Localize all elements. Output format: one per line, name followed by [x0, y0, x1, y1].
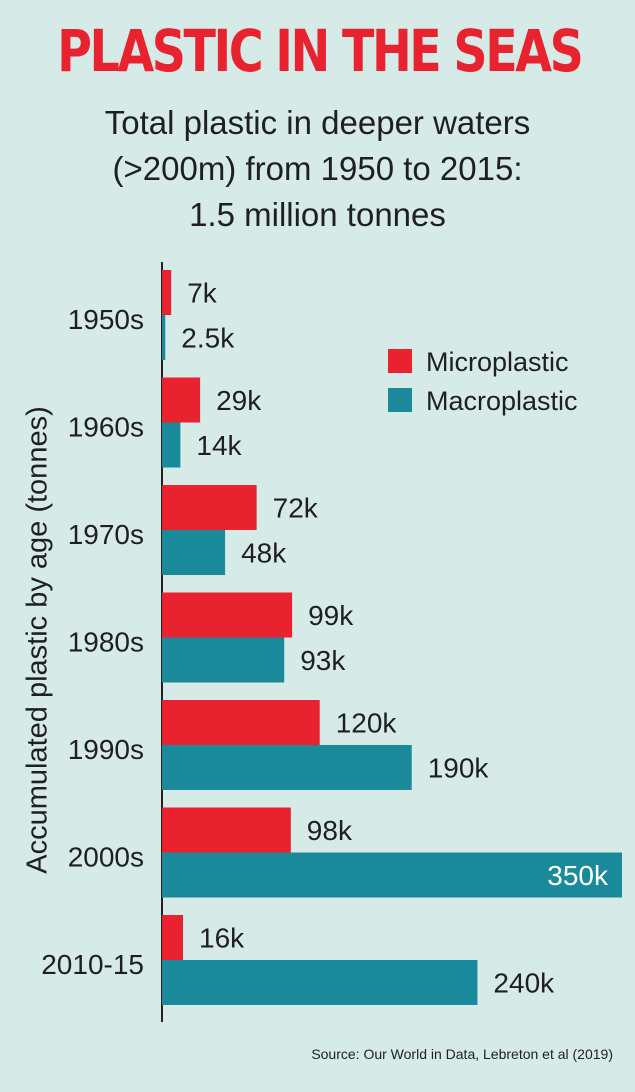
- category-label: 1990s: [68, 734, 144, 765]
- macroplastic-bar: [162, 637, 285, 683]
- category-label: 1980s: [68, 627, 144, 658]
- data-label: 72k: [273, 493, 319, 524]
- macroplastic-bar: [162, 960, 478, 1005]
- data-label: 120k: [336, 708, 398, 739]
- data-label: 14k: [196, 430, 242, 461]
- microplastic-bar: [162, 377, 201, 423]
- macroplastic-bar: [162, 852, 622, 898]
- macroplastic-bar: [162, 315, 166, 360]
- data-label: 29k: [216, 385, 262, 416]
- microplastic-bar: [162, 270, 172, 315]
- microplastic-bar: [162, 485, 257, 530]
- category-label: 1950s: [68, 304, 144, 335]
- data-label: 93k: [300, 645, 346, 676]
- microplastic-bar: [162, 915, 184, 960]
- legend-label: Macroplastic: [426, 386, 578, 416]
- data-label: 7k: [187, 278, 218, 309]
- microplastic-bar: [162, 592, 293, 638]
- data-label: 48k: [241, 538, 287, 569]
- data-label: 350k: [547, 860, 609, 891]
- chart-subtitle: Total plastic in deeper waters (>200m) f…: [0, 100, 635, 238]
- category-label: 1960s: [68, 412, 144, 443]
- legend-swatch-macroplastic: [388, 388, 412, 412]
- category-label: 2000s: [68, 842, 144, 873]
- category-label: 1970s: [68, 519, 144, 550]
- source-note: Source: Our World in Data, Lebreton et a…: [311, 1046, 613, 1062]
- data-label: 240k: [493, 968, 555, 999]
- microplastic-bar: [162, 807, 291, 853]
- data-label: 190k: [428, 753, 490, 784]
- macroplastic-bar: [162, 530, 226, 575]
- chart-title: PLASTIC IN THE SEAS: [57, 17, 584, 85]
- macroplastic-bar: [162, 745, 412, 790]
- subtitle-line: (>200m) from 1950 to 2015:: [112, 150, 523, 187]
- macroplastic-bar: [162, 422, 181, 468]
- data-label: 98k: [307, 815, 353, 846]
- legend-swatch-microplastic: [388, 349, 412, 373]
- data-label: 2.5k: [181, 323, 235, 354]
- data-label: 16k: [199, 923, 245, 954]
- category-label: 2010-15: [41, 949, 144, 980]
- data-label: 99k: [308, 600, 354, 631]
- subtitle-line: 1.5 million tonnes: [189, 196, 446, 233]
- subtitle-line: Total plastic in deeper waters: [104, 104, 531, 141]
- microplastic-bar: [162, 700, 320, 745]
- legend-label: Microplastic: [426, 347, 569, 377]
